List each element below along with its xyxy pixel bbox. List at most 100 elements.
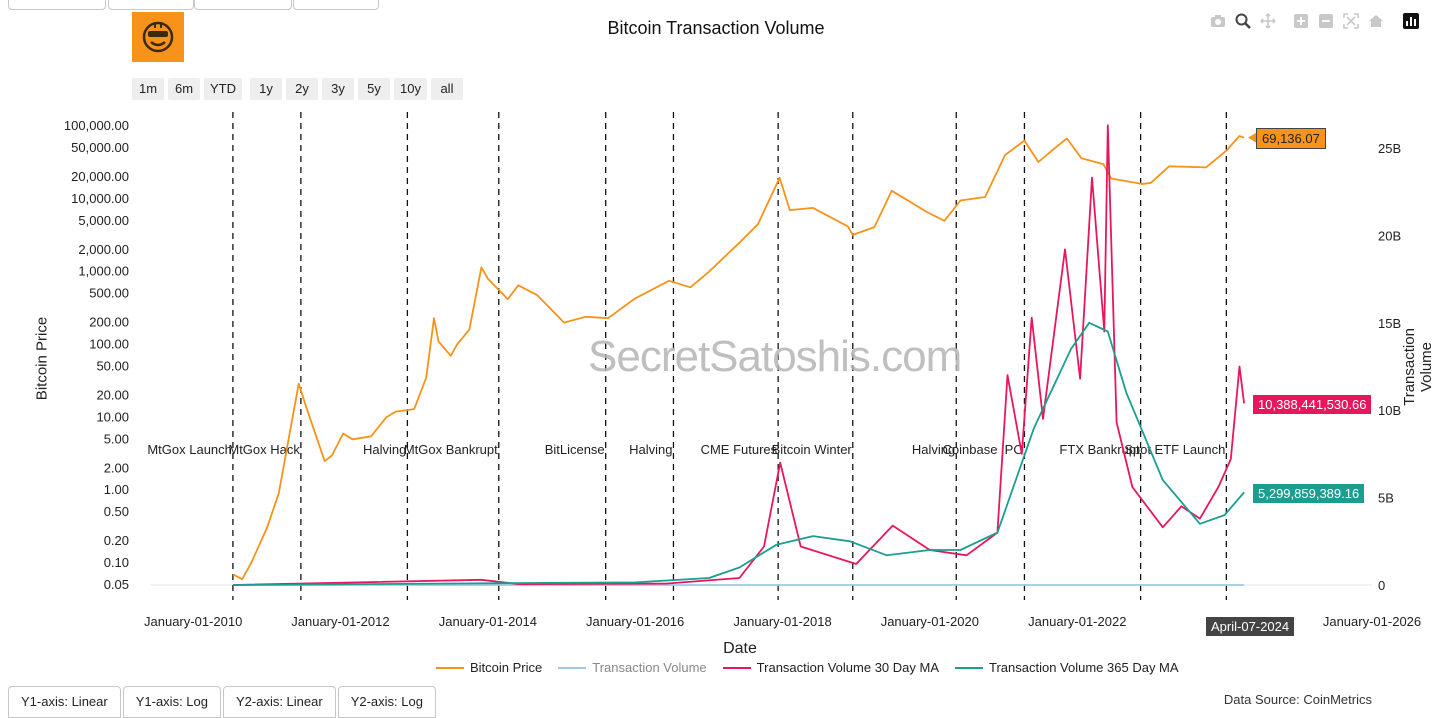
watermark: SecretSatoshis.com xyxy=(588,332,962,381)
y2-tick-label: 15B xyxy=(1378,316,1401,331)
top-tab-4[interactable] xyxy=(293,0,379,10)
autoscale-icon[interactable] xyxy=(1342,12,1360,30)
y1-tick-label: 1.00 xyxy=(104,482,129,497)
chart-title: Bitcoin Transaction Volume xyxy=(607,18,825,38)
y1-tick-label: 1,000.00 xyxy=(78,264,129,279)
range-button-all[interactable]: all xyxy=(430,78,463,100)
y1-tick-label: 0.20 xyxy=(104,533,129,548)
legend-swatch-volume xyxy=(558,666,587,669)
home-icon[interactable] xyxy=(1367,12,1385,30)
y2-tick-label: 20B xyxy=(1378,228,1401,243)
range-button-1m[interactable]: 1m xyxy=(132,78,164,100)
y2-tick-label: 5B xyxy=(1378,491,1394,506)
legend-item-ma365[interactable]: Transaction Volume 365 Day MA xyxy=(955,660,1179,675)
event-label: BitLicense xyxy=(545,442,605,457)
range-button-1y[interactable]: 1y xyxy=(250,78,282,100)
y2-tick-label: 10B xyxy=(1378,403,1401,418)
pan-icon[interactable] xyxy=(1259,12,1277,30)
y1-tick-label: 10,000.00 xyxy=(71,191,129,206)
legend-label: Bitcoin Price xyxy=(470,660,543,675)
range-button-3y[interactable]: 3y xyxy=(322,78,354,100)
event-label: CME Futures xyxy=(701,442,778,457)
x-tick-label: January-01-2010 xyxy=(144,614,242,629)
y1-tick-label: 50,000.00 xyxy=(71,140,129,155)
x-axis-label: Date xyxy=(723,640,757,657)
ma30-hover-label: 10,388,441,530.66 xyxy=(1253,395,1372,414)
tab-y2-linear[interactable]: Y2-axis: Linear xyxy=(222,686,336,718)
price-hover-pointer xyxy=(1248,132,1257,143)
series-line-transaction-volume-30-day-ma xyxy=(233,124,1245,586)
x-tick-label: January-01-2014 xyxy=(439,614,537,629)
range-selector: 1m 6m YTD 1y 2y 3y 5y 10y all xyxy=(132,78,463,100)
range-button-2y[interactable]: 2y xyxy=(286,78,318,100)
event-label: Halving xyxy=(912,442,955,457)
event-label: Halving xyxy=(629,442,672,457)
y1-tick-label: 5.00 xyxy=(104,431,129,446)
y1-tick-label: 10.00 xyxy=(96,409,129,424)
event-label: Bitcoin Winter xyxy=(772,442,853,457)
legend-label: Transaction Volume xyxy=(592,660,707,675)
legend-label: Transaction Volume 30 Day MA xyxy=(756,660,939,675)
event-label: FTX Bankrupt xyxy=(1059,442,1140,457)
range-button-10y[interactable]: 10y xyxy=(394,78,427,100)
zoom-in-icon[interactable] xyxy=(1292,12,1310,30)
y1-tick-label: 200.00 xyxy=(89,315,129,330)
y1-tick-label: 20,000.00 xyxy=(71,169,129,184)
zoom-icon[interactable] xyxy=(1234,12,1252,30)
x-tick-label: January-01-2016 xyxy=(586,614,684,629)
top-tab-1[interactable] xyxy=(8,0,106,10)
data-source: Data Source: CoinMetrics xyxy=(1223,692,1372,707)
tab-y1-linear[interactable]: Y1-axis: Linear xyxy=(8,686,121,718)
y2-tick-label: 25B xyxy=(1378,141,1401,156)
top-tab-3[interactable] xyxy=(194,0,292,10)
event-label: MtGox Bankrupt xyxy=(404,442,498,457)
y1-tick-label: 2,000.00 xyxy=(78,242,129,257)
tab-y2-log[interactable]: Y2-axis: Log xyxy=(337,686,436,718)
y1-tick-label: 2.00 xyxy=(104,460,129,475)
modebar xyxy=(1209,12,1420,30)
x-tick-label: January-01-2022 xyxy=(1028,614,1126,629)
y1-tick-label: 500.00 xyxy=(89,286,129,301)
y1-tick-label: 0.05 xyxy=(104,577,129,592)
range-button-6m[interactable]: 6m xyxy=(168,78,200,100)
series-line-bitcoin-price xyxy=(232,135,1245,581)
camera-icon[interactable] xyxy=(1209,12,1227,30)
top-tab-2[interactable] xyxy=(108,0,194,10)
y2-axis-label: Transaction Volume xyxy=(1401,328,1435,406)
y1-axis-label: Bitcoin Price xyxy=(33,316,51,401)
range-button-5y[interactable]: 5y xyxy=(358,78,390,100)
x-tick-label: January-01-2020 xyxy=(881,614,979,629)
plotly-logo-icon[interactable] xyxy=(1402,12,1420,30)
series-line-transaction-volume-365-day-ma xyxy=(233,321,1245,586)
y1-tick-label: 0.10 xyxy=(104,555,129,570)
y1-tick-label: 100,000.00 xyxy=(64,118,129,133)
zoom-out-icon[interactable] xyxy=(1317,12,1335,30)
y1-tick-label: 100.00 xyxy=(89,337,129,352)
y2-tick-label: 0 xyxy=(1378,578,1385,593)
y1-tick-label: 20.00 xyxy=(96,387,129,402)
legend: Bitcoin Price Transaction Volume Transac… xyxy=(436,660,1179,675)
legend-item-volume[interactable]: Transaction Volume xyxy=(558,660,707,675)
legend-swatch-ma30 xyxy=(722,666,751,669)
x-tick-label: January-01-2026 xyxy=(1323,614,1421,629)
x-tick-label: January-01-2018 xyxy=(733,614,831,629)
legend-swatch-ma365 xyxy=(955,666,983,669)
tab-y1-log[interactable]: Y1-axis: Log xyxy=(122,686,221,718)
price-hover-label: 69,136.07 xyxy=(1256,128,1326,149)
y1-tick-label: 5,000.00 xyxy=(78,213,129,228)
event-label: Coinbase IPO xyxy=(943,442,1024,457)
event-label: Halving xyxy=(363,442,406,457)
range-button-ytd[interactable]: YTD xyxy=(204,78,242,100)
x-tick-label: January-01-2012 xyxy=(291,614,389,629)
axis-scale-tabs: Y1-axis: Linear Y1-axis: Log Y2-axis: Li… xyxy=(8,686,436,718)
y1-tick-label: 0.50 xyxy=(104,504,129,519)
date-hover-label: April-07-2024 xyxy=(1206,617,1295,636)
legend-item-ma30[interactable]: Transaction Volume 30 Day MA xyxy=(722,660,939,675)
secret-satoshis-logo xyxy=(132,12,184,62)
legend-swatch-price xyxy=(436,666,464,669)
legend-item-price[interactable]: Bitcoin Price xyxy=(436,660,542,675)
event-label: MtGox Hack xyxy=(228,442,300,457)
event-label: MtGox Launch xyxy=(147,442,232,457)
y1-tick-label: 50.00 xyxy=(96,358,129,373)
